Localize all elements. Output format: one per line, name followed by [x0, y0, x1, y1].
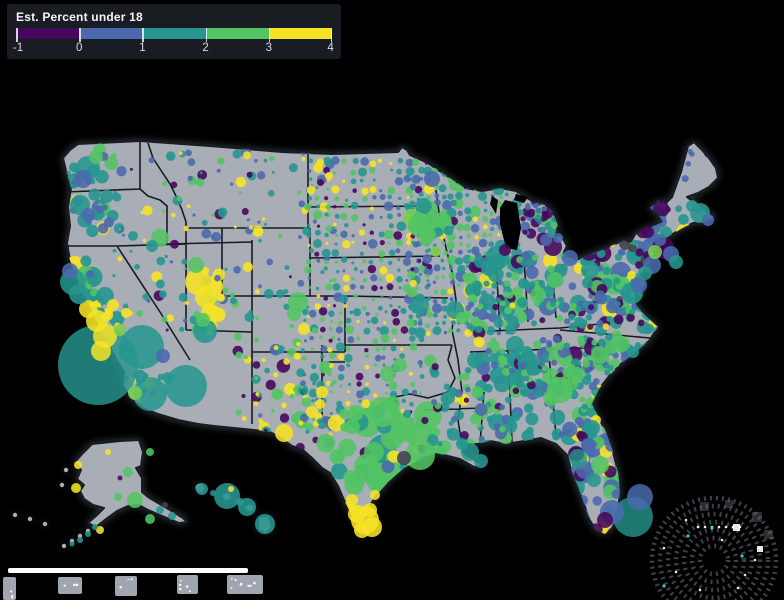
legend-bin-purple	[16, 28, 80, 39]
legend-colorbar	[16, 28, 333, 42]
aleutian-islands	[12, 467, 91, 549]
legend-tick-label: 0	[75, 42, 83, 54]
lake-michigan	[500, 200, 521, 250]
legend-title: Est. Percent under 18	[16, 10, 143, 24]
legend-tick-label: 3	[265, 42, 272, 54]
straits-of-mackinac	[514, 194, 528, 203]
legend-bin-blue	[79, 28, 143, 39]
legend-tick	[16, 28, 18, 42]
green-bay	[490, 196, 498, 214]
legend-tick-label: 4	[327, 42, 334, 54]
legend-tick	[330, 28, 332, 42]
county-bubbles-metros	[58, 150, 714, 538]
alaska-bubbles	[69, 448, 176, 547]
legend: Est. Percent under 18 -1 0 1 2 3 4	[7, 4, 341, 59]
legend-tick-label: 1	[139, 42, 146, 54]
alaska-inset-land	[74, 439, 188, 528]
legend-tick-label: -1	[12, 42, 24, 54]
legend-tick	[205, 28, 208, 42]
legend-bin-green	[205, 28, 269, 39]
legend-bin-teal	[142, 28, 206, 39]
territory-insets	[3, 575, 263, 600]
legend-tick	[142, 28, 144, 42]
legend-bin-yellow	[268, 28, 333, 39]
legend-tick-labels: -1 0 1 2 3 4	[12, 42, 334, 55]
legend-tick-label: 2	[202, 42, 209, 54]
legend-tick	[268, 28, 271, 42]
inset-divider-bar	[8, 568, 248, 573]
great-lakes	[490, 194, 528, 250]
logo-watermark	[649, 495, 779, 600]
legend-tick	[79, 28, 81, 42]
hawaii-bubbles	[196, 483, 275, 534]
